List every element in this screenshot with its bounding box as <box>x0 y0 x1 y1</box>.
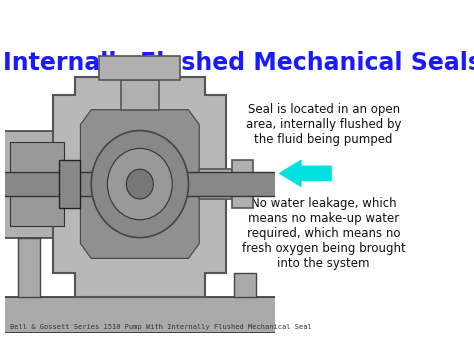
Polygon shape <box>81 110 199 258</box>
Bar <box>121 80 159 110</box>
Bar <box>0 297 280 333</box>
Bar <box>199 169 232 199</box>
Bar <box>234 273 256 297</box>
Text: No water leakage, which
means no make-up water
required, which means no
fresh ox: No water leakage, which means no make-up… <box>242 197 406 270</box>
Bar <box>99 56 180 80</box>
Bar <box>0 172 283 196</box>
Circle shape <box>126 169 153 199</box>
Text: Seal is located in an open
area, internally flushed by
the fluid being pumped: Seal is located in an open area, interna… <box>246 103 401 146</box>
Circle shape <box>91 131 189 238</box>
Text: Bell & Gossett Series 1510 Pump With Internally Flushed Mechanical Seal: Bell & Gossett Series 1510 Pump With Int… <box>10 324 312 330</box>
Bar <box>59 160 81 208</box>
Bar <box>232 160 253 208</box>
Text: Internally Flushed Mechanical Seals: Internally Flushed Mechanical Seals <box>3 51 474 75</box>
FancyArrow shape <box>148 73 180 113</box>
Circle shape <box>108 148 172 220</box>
FancyArrow shape <box>280 160 331 186</box>
Polygon shape <box>54 77 226 297</box>
Bar <box>0 131 75 238</box>
Bar <box>10 142 64 226</box>
Bar <box>18 238 40 297</box>
